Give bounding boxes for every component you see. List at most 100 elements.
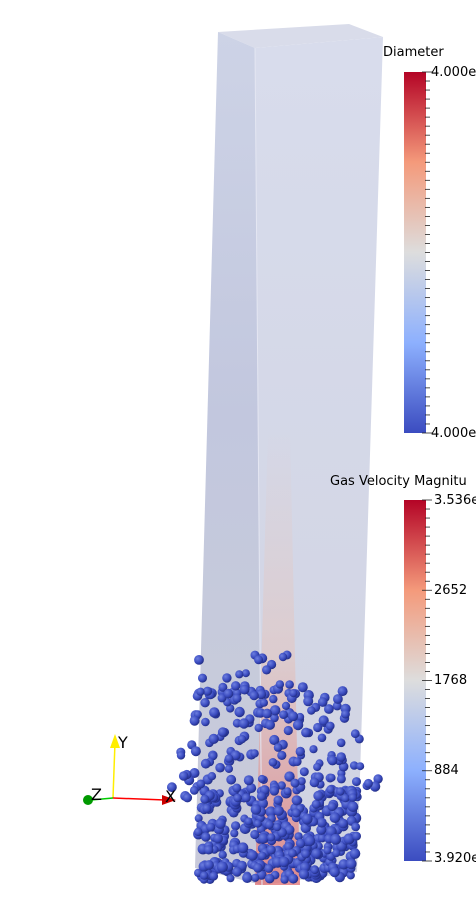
particle	[317, 733, 327, 743]
particle	[275, 680, 285, 689]
z-axis-arrow	[83, 795, 93, 805]
particle	[253, 819, 262, 828]
particle	[289, 689, 298, 698]
particle	[204, 845, 214, 855]
particle	[273, 743, 283, 752]
particle	[215, 818, 226, 829]
particle	[196, 687, 205, 696]
particle	[196, 779, 206, 789]
particle	[235, 670, 244, 679]
particle	[338, 859, 349, 870]
particle	[292, 757, 302, 766]
particle	[341, 709, 350, 719]
particle	[189, 786, 199, 795]
diameter-min-label: 4.000e	[431, 426, 476, 441]
particle	[223, 688, 234, 699]
particle	[327, 773, 336, 782]
particle	[237, 842, 249, 854]
particle-cloud	[167, 650, 383, 885]
particle	[182, 793, 193, 803]
particle	[208, 733, 219, 745]
particle	[242, 872, 253, 884]
particle	[215, 762, 225, 773]
particle	[200, 758, 211, 769]
particle	[201, 832, 211, 842]
particle	[269, 694, 278, 704]
particle	[318, 715, 329, 726]
particle	[278, 652, 288, 662]
particle	[292, 719, 304, 731]
particle	[189, 715, 200, 726]
particle	[329, 867, 340, 878]
particle	[323, 846, 332, 855]
particle	[231, 821, 241, 831]
particle	[226, 774, 237, 785]
particle	[194, 814, 203, 823]
y-axis-line	[112, 741, 116, 799]
particle	[297, 777, 306, 786]
y-axis-label: Y	[117, 733, 128, 752]
particle	[257, 774, 266, 783]
particle	[232, 866, 243, 877]
particle	[288, 848, 297, 858]
particle	[270, 713, 279, 723]
particle	[295, 838, 306, 849]
particle	[207, 772, 217, 781]
particle	[301, 849, 311, 859]
particle	[284, 842, 294, 852]
particle	[281, 701, 291, 711]
velocity-label-min: 3.920e	[434, 851, 476, 866]
particle	[268, 758, 278, 767]
particle	[313, 790, 324, 801]
particle	[291, 795, 302, 806]
particle	[201, 717, 210, 727]
particle	[267, 833, 276, 842]
particle	[325, 721, 335, 731]
particle	[249, 690, 259, 701]
particle	[298, 869, 310, 880]
particle	[332, 849, 341, 858]
particle	[327, 755, 338, 766]
particle	[304, 835, 316, 847]
particle	[341, 794, 350, 803]
particle	[284, 771, 295, 782]
x-axis-label: X	[165, 787, 176, 806]
particle	[269, 786, 280, 796]
particle	[256, 791, 267, 801]
particle	[238, 718, 250, 729]
fluidized-bed-column	[195, 24, 383, 886]
particle	[254, 655, 264, 665]
particle	[251, 873, 260, 882]
particle	[176, 751, 186, 760]
particle	[373, 774, 383, 784]
particle	[346, 858, 357, 870]
particle	[250, 829, 260, 840]
particle	[294, 832, 303, 841]
particle	[258, 832, 269, 844]
particle	[301, 813, 313, 825]
particle	[243, 775, 254, 786]
particle	[273, 823, 282, 832]
particle	[346, 871, 355, 880]
velocity-label-1768: 1768	[434, 673, 468, 688]
particle	[202, 686, 213, 696]
particle	[283, 725, 293, 736]
particle	[257, 798, 268, 809]
particle	[316, 824, 327, 835]
velocity-label-2652: 2652	[434, 583, 468, 598]
particle	[232, 783, 242, 793]
particle	[200, 794, 210, 804]
z-axis-line	[90, 797, 114, 801]
particle	[189, 768, 200, 778]
particle	[303, 696, 314, 707]
particle	[348, 793, 358, 802]
particle	[273, 805, 284, 816]
particle	[265, 806, 277, 818]
particle	[351, 822, 361, 832]
particle	[295, 746, 305, 757]
particle	[301, 727, 311, 738]
particle	[347, 801, 359, 812]
particle	[250, 749, 259, 758]
